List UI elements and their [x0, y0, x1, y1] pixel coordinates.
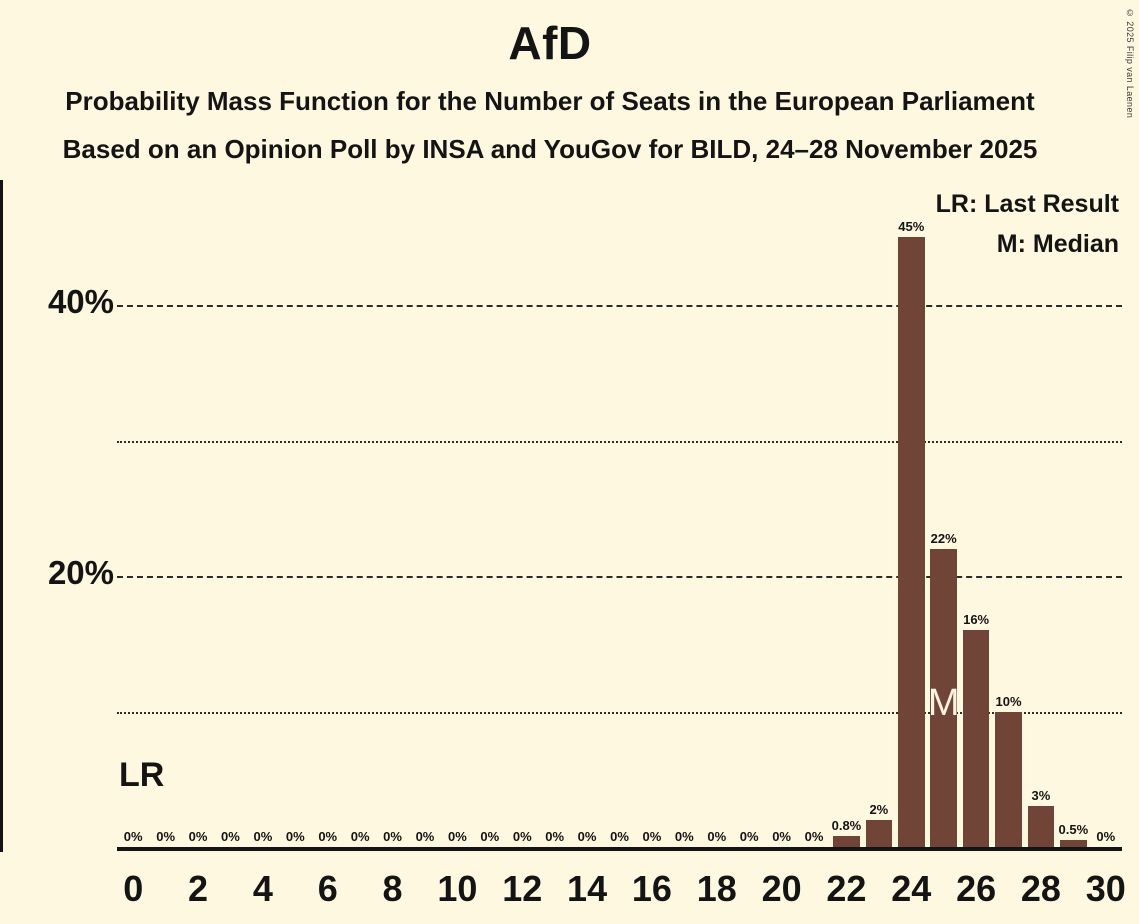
bar-value-label-1: 0% [156, 829, 176, 844]
bar-value-label-11: 0% [480, 829, 500, 844]
median-marker: M [927, 682, 960, 724]
legend-item-median: M: Median [996, 230, 1119, 258]
bar-value-label-25: 22% [930, 530, 957, 546]
gridline-40pct [117, 305, 1122, 307]
bar-value-label-2: 0% [188, 829, 208, 844]
bar-value-label-27: 10% [995, 693, 1022, 709]
last-result-marker: LR [119, 756, 165, 794]
x-tick-label-30: 30 [1085, 868, 1126, 909]
copyright-notice: © 2025 Filip van Laenen [1125, 8, 1135, 119]
bar-value-label-3: 0% [221, 829, 240, 844]
bar-value-label-24: 45% [898, 219, 925, 235]
chart-subtitle: Probability Mass Function for the Number… [65, 86, 1035, 116]
bar-value-label-13: 0% [545, 829, 565, 844]
bar-value-label-20: 0% [772, 829, 791, 844]
bar-seat-29[interactable] [1060, 840, 1087, 847]
bar-seat-25[interactable] [930, 548, 957, 847]
x-tick-label-14: 14 [567, 868, 608, 909]
x-tick-label-18: 18 [696, 868, 737, 909]
bar-value-label-23: 2% [869, 801, 889, 817]
y-tick-label-20: 20% [47, 554, 114, 591]
x-tick-label-12: 12 [502, 868, 543, 909]
bar-seat-22[interactable] [833, 836, 860, 847]
x-tick-label-6: 6 [317, 868, 338, 909]
chart-legend: LR: Last Result M: Median [936, 184, 1119, 264]
bar-value-label-9: 0% [415, 829, 435, 844]
gridline-20pct [117, 576, 1122, 578]
legend-item-last-result: LR: Last Result [935, 190, 1119, 218]
gridline-10pct [117, 711, 1122, 714]
bar-seat-23[interactable] [865, 819, 893, 847]
x-tick-label-20: 20 [761, 868, 802, 909]
x-tick-label-22: 22 [826, 868, 867, 909]
y-axis-line [0, 180, 3, 852]
bar-seat-24[interactable] [897, 237, 925, 847]
y-tick-label-40: 40% [47, 283, 114, 320]
x-tick-label-28: 28 [1020, 868, 1061, 909]
bar-value-label-0: 0% [123, 829, 143, 844]
bar-seat-27[interactable] [995, 711, 1022, 847]
bar-value-label-19: 0% [739, 829, 759, 844]
bar-value-label-18: 0% [707, 829, 727, 844]
x-tick-label-0: 0 [123, 868, 144, 909]
x-axis-line [117, 847, 1122, 851]
bar-value-label-4: 0% [253, 829, 273, 844]
bar-value-label-10: 0% [447, 829, 467, 844]
chart-source-line: Based on an Opinion Poll by INSA and You… [62, 134, 1038, 164]
bar-value-label-28: 3% [1031, 788, 1051, 804]
bar-value-label-16: 0% [642, 829, 662, 844]
x-tick-label-2: 2 [188, 868, 209, 909]
x-tick-label-10: 10 [437, 868, 478, 909]
bar-value-label-8: 0% [383, 829, 402, 844]
bar-value-label-7: 0% [350, 829, 370, 844]
x-tick-label-4: 4 [252, 868, 273, 909]
bar-value-label-17: 0% [674, 829, 694, 844]
bar-value-label-30: 0% [1096, 829, 1116, 844]
bar-value-label-21: 0% [804, 829, 824, 844]
x-tick-label-24: 24 [891, 868, 932, 909]
bar-value-label-22: 0.8% [831, 818, 862, 834]
bar-seat-28[interactable] [1027, 806, 1055, 847]
bar-value-label-29: 0.5% [1058, 822, 1089, 838]
bar-value-label-14: 0% [577, 829, 597, 844]
bar-value-label-26: 16% [963, 612, 990, 628]
bar-seat-26[interactable] [962, 630, 990, 847]
page-title: AfD [508, 17, 592, 69]
bar-value-label-6: 0% [318, 829, 338, 844]
bar-value-label-15: 0% [610, 829, 629, 844]
bar-value-label-5: 0% [285, 829, 305, 844]
gridline-30pct [117, 440, 1122, 443]
x-tick-label-8: 8 [382, 868, 403, 909]
x-tick-label-26: 26 [956, 868, 997, 909]
x-tick-label-16: 16 [631, 868, 672, 909]
bar-value-label-12: 0% [512, 829, 532, 844]
